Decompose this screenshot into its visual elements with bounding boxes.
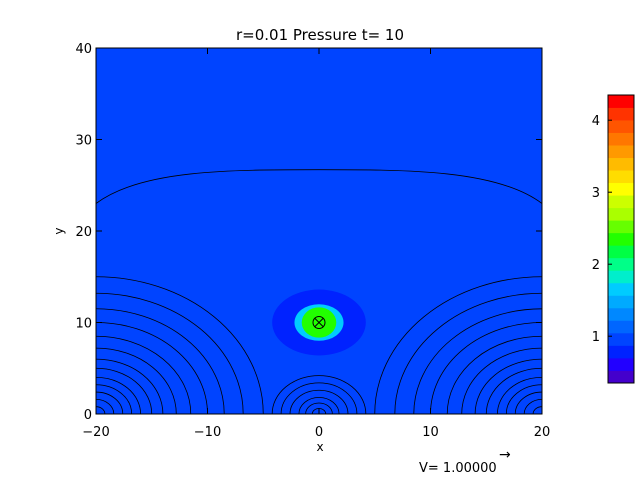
colorbar-segment <box>608 182 634 196</box>
plot-area <box>95 47 543 415</box>
colorbar-segment <box>608 120 634 133</box>
contour-line <box>96 406 106 414</box>
top-contour-line <box>96 169 542 204</box>
contour-line <box>394 292 542 414</box>
colorbar-frame <box>607 94 635 384</box>
contour-line <box>96 358 164 414</box>
colorbar-segment <box>608 132 634 146</box>
vector-legend: V= 1.00000 → <box>419 447 511 476</box>
x-tick-label: −10 <box>194 425 221 440</box>
x-axis: −20 −10 0 10 20 <box>82 48 550 440</box>
contour-line <box>514 391 542 414</box>
chart-title: r=0.01 Pressure t= 10 <box>236 26 404 44</box>
colorbar-tick-label: 2 <box>592 258 600 273</box>
contour-line <box>96 398 115 414</box>
contour-line <box>461 347 542 414</box>
y-tick-label: 10 <box>75 317 92 332</box>
contour-line <box>96 308 225 414</box>
vector-scale-label: V= 1.00000 <box>419 461 497 476</box>
y-tick-label: 30 <box>75 134 92 149</box>
colorbar-segment <box>608 245 634 259</box>
contour-line <box>96 391 124 414</box>
colorbar: 1 2 3 4 <box>592 94 635 384</box>
contour-line <box>413 308 542 414</box>
y-tick-label: 40 <box>75 42 92 57</box>
contour-line <box>446 335 542 414</box>
colorbar-segment <box>608 170 634 184</box>
colorbar-tick-label: 3 <box>592 186 600 201</box>
colorbar-segment <box>608 257 634 271</box>
contour-line <box>289 389 349 414</box>
contour-line <box>96 367 153 414</box>
contour-line <box>305 402 333 414</box>
colorbar-tick-label: 4 <box>592 114 600 129</box>
colorbar-segment <box>608 232 634 246</box>
contour-line <box>523 398 542 414</box>
contour-line <box>374 276 542 414</box>
colorbar-tick-label: 1 <box>592 330 600 345</box>
colorbar-segment <box>608 307 634 321</box>
y-tick-label: 0 <box>84 408 92 423</box>
markers <box>312 316 326 329</box>
colorbar-segment <box>608 195 634 209</box>
contour-line <box>430 322 542 414</box>
x-tick-label: 20 <box>534 425 551 440</box>
vector-scale-arrow: → <box>499 447 511 463</box>
colorbar-segment <box>608 345 634 359</box>
contour-line <box>96 322 208 414</box>
x-axis-label: x <box>316 440 323 454</box>
colorbar-segment <box>608 207 634 221</box>
y-tick-label: 20 <box>75 225 92 240</box>
x-tick-label: 0 <box>315 425 323 440</box>
y-axis-label: y <box>52 227 66 234</box>
contour-line <box>96 335 192 414</box>
colorbar-segment <box>608 357 634 371</box>
contour-line <box>96 292 244 414</box>
colorbar-segment <box>608 220 634 234</box>
colorbar-segment <box>608 332 634 346</box>
contour-line <box>497 377 542 414</box>
contour-lines <box>96 169 542 414</box>
colorbar-segment <box>608 282 634 296</box>
contour-line <box>280 382 358 414</box>
y-axis: 0 10 20 30 40 <box>75 42 542 423</box>
colorbar-segment <box>608 320 634 334</box>
contour-line <box>298 397 340 414</box>
circle-cross-marker <box>312 316 326 329</box>
contour-line <box>96 384 133 414</box>
contour-line <box>271 375 367 414</box>
contour-line <box>485 367 542 414</box>
colorbar-segment <box>608 295 634 309</box>
colorbar-segment <box>608 95 634 108</box>
colorbar-segment <box>608 145 634 159</box>
x-tick-label: −20 <box>82 425 109 440</box>
contour-line <box>505 384 542 414</box>
colorbar-segment <box>608 107 634 121</box>
colorbar-segment <box>608 270 634 284</box>
x-tick-label: 10 <box>422 425 439 440</box>
contour-line <box>474 358 542 414</box>
contour-line <box>96 276 264 414</box>
contour-line <box>96 377 141 414</box>
colorbar-segment <box>608 370 634 384</box>
colorbar-segment <box>608 157 634 171</box>
contour-line <box>96 347 177 414</box>
contour-line <box>532 406 542 414</box>
